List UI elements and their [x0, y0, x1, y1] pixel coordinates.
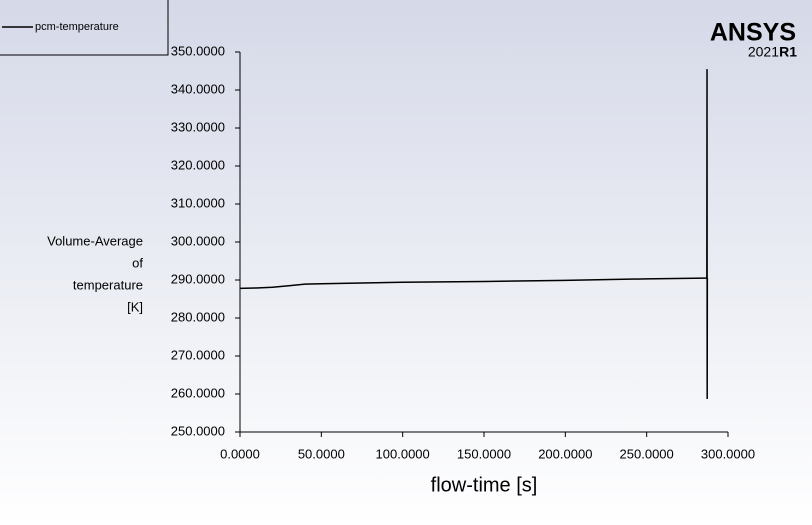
x-tick-label: 0.0000: [220, 446, 260, 461]
y-tick-label: 270.0000: [171, 347, 225, 362]
x-tick-label: 150.0000: [457, 446, 511, 461]
y-tick-label: 290.0000: [171, 271, 225, 286]
y-tick-label: 300.0000: [171, 233, 225, 248]
logo-release: R1: [779, 44, 797, 60]
y-tick-label: 260.0000: [171, 385, 225, 400]
series-line: [239, 69, 709, 399]
x-tick-label: 200.0000: [538, 446, 592, 461]
y-tick-label: 250.0000: [171, 423, 225, 438]
y-tick-label: 320.0000: [171, 157, 225, 172]
y-axis-label: temperature: [73, 277, 143, 292]
logo-brand: ANSYS: [710, 19, 796, 47]
y-axis-label: Volume-Average: [47, 233, 143, 248]
x-tick-label: 300.0000: [701, 446, 755, 461]
x-tick-label: 100.0000: [376, 446, 430, 461]
y-tick-label: 350.0000: [171, 43, 225, 58]
y-axis-label: [K]: [127, 299, 143, 314]
y-tick-label: 280.0000: [171, 309, 225, 324]
y-tick-label: 330.0000: [171, 119, 225, 134]
y-tick-label: 340.0000: [171, 81, 225, 96]
x-axis-label: flow-time [s]: [431, 474, 538, 496]
legend-label: pcm-temperature: [35, 21, 119, 33]
y-tick-label: 310.0000: [171, 195, 225, 210]
logo-version: 2021: [748, 44, 779, 60]
y-axis-label: of: [132, 255, 143, 270]
x-tick-label: 250.0000: [620, 446, 674, 461]
legend-box: [0, 0, 169, 56]
x-tick-label: 50.0000: [298, 446, 345, 461]
